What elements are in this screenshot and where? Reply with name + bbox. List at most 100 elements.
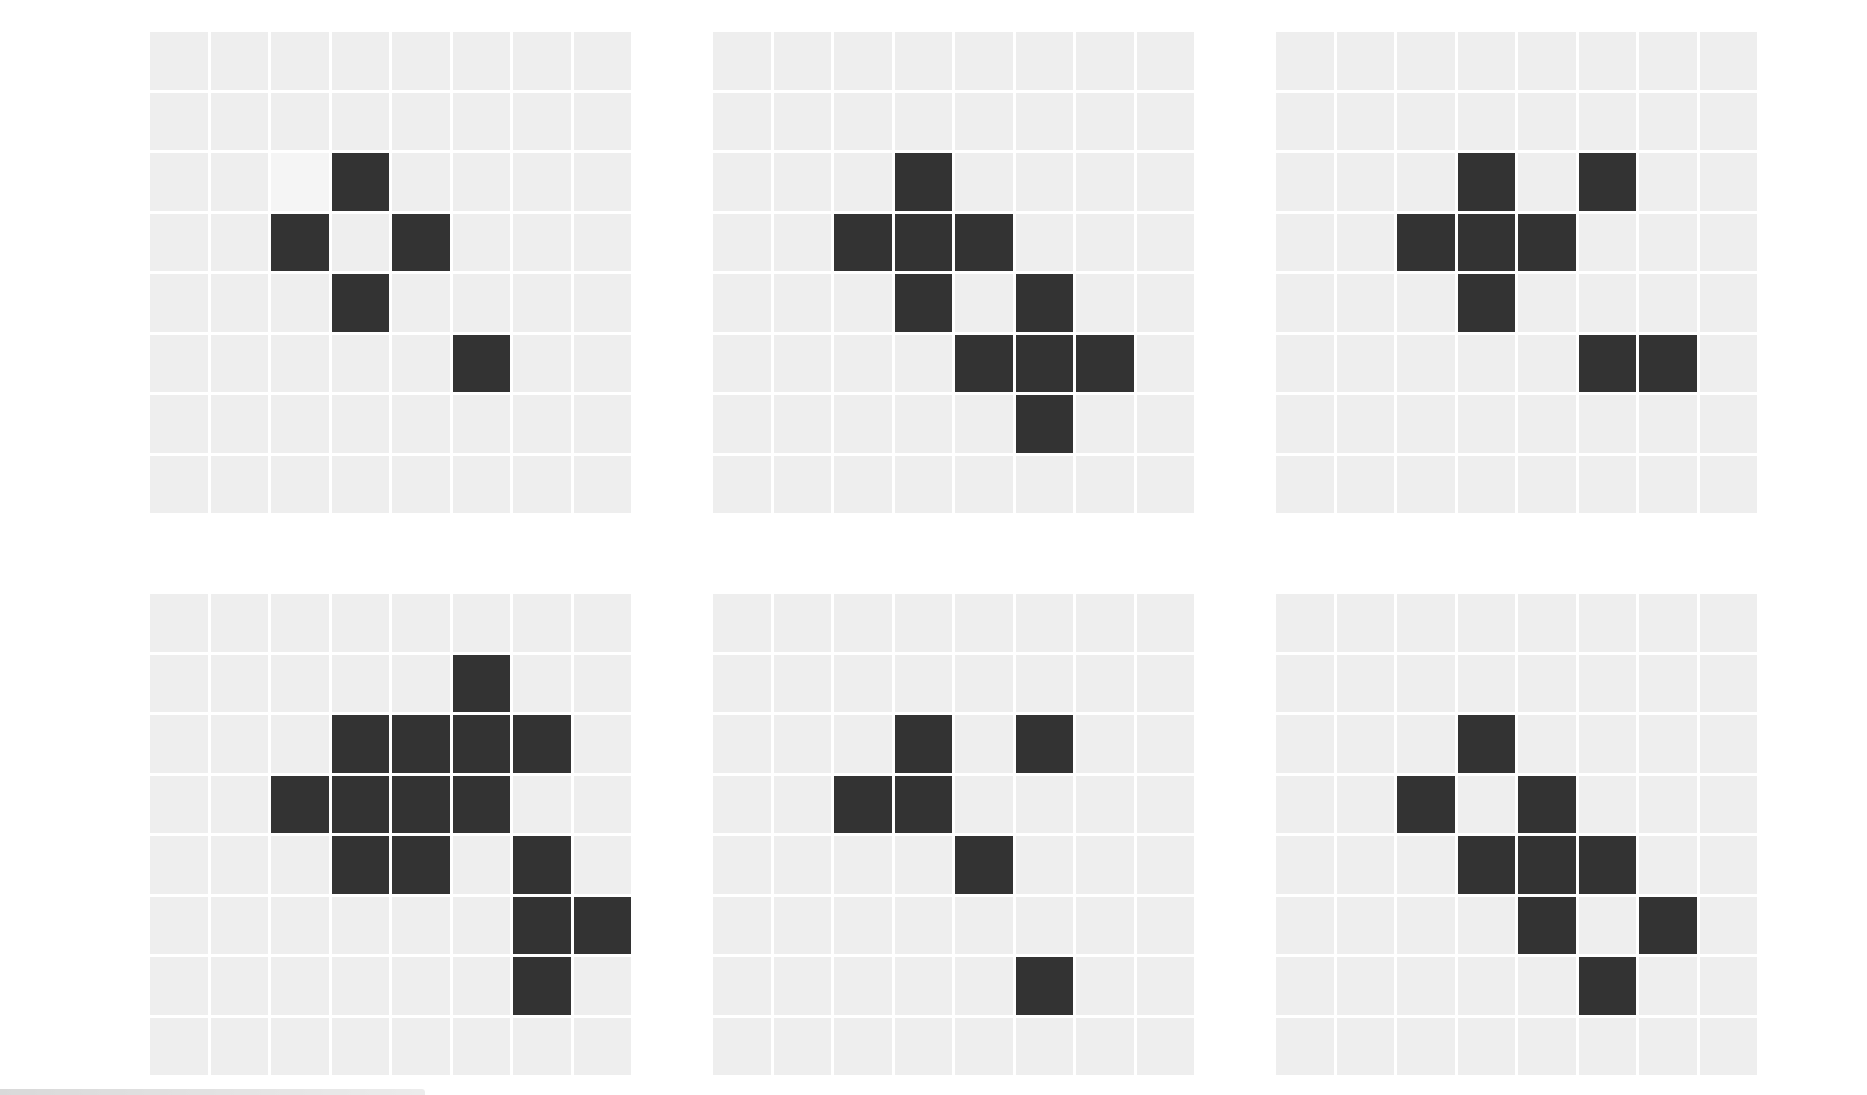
dead-cell[interactable] xyxy=(331,455,389,513)
alive-cell[interactable] xyxy=(331,153,389,211)
dead-cell[interactable] xyxy=(1336,775,1394,833)
alive-cell[interactable] xyxy=(1397,775,1455,833)
horizontal-scrollbar[interactable] xyxy=(0,1089,425,1095)
dead-cell[interactable] xyxy=(573,775,631,833)
dead-cell[interactable] xyxy=(513,153,571,211)
dead-cell[interactable] xyxy=(1336,395,1394,453)
alive-cell[interactable] xyxy=(513,957,571,1015)
dead-cell[interactable] xyxy=(573,455,631,513)
dead-cell[interactable] xyxy=(1699,594,1757,652)
alive-cell[interactable] xyxy=(452,334,510,392)
alive-cell[interactable] xyxy=(1015,334,1073,392)
dead-cell[interactable] xyxy=(773,153,831,211)
dead-cell[interactable] xyxy=(210,1017,268,1075)
alive-cell[interactable] xyxy=(894,775,952,833)
dead-cell[interactable] xyxy=(1578,455,1636,513)
dead-cell[interactable] xyxy=(1336,896,1394,954)
dead-cell[interactable] xyxy=(955,896,1013,954)
alive-cell[interactable] xyxy=(894,213,952,271)
dead-cell[interactable] xyxy=(955,92,1013,150)
dead-cell[interactable] xyxy=(1336,455,1394,513)
alive-cell[interactable] xyxy=(513,715,571,773)
dead-cell[interactable] xyxy=(1336,957,1394,1015)
alive-cell[interactable] xyxy=(573,896,631,954)
dead-cell[interactable] xyxy=(1699,957,1757,1015)
dead-cell[interactable] xyxy=(713,654,771,712)
dead-cell[interactable] xyxy=(1457,775,1515,833)
dead-cell[interactable] xyxy=(1015,1017,1073,1075)
alive-cell[interactable] xyxy=(271,775,329,833)
alive-cell[interactable] xyxy=(452,654,510,712)
dead-cell[interactable] xyxy=(1015,92,1073,150)
dead-cell[interactable] xyxy=(1457,594,1515,652)
dead-cell[interactable] xyxy=(573,594,631,652)
dead-cell[interactable] xyxy=(452,395,510,453)
dead-cell[interactable] xyxy=(1136,92,1194,150)
dead-cell[interactable] xyxy=(1276,654,1334,712)
dead-cell[interactable] xyxy=(271,32,329,90)
dead-cell[interactable] xyxy=(955,32,1013,90)
dead-cell[interactable] xyxy=(150,334,208,392)
dead-cell[interactable] xyxy=(1136,654,1194,712)
dead-cell[interactable] xyxy=(150,153,208,211)
dead-cell[interactable] xyxy=(1136,836,1194,894)
dead-cell[interactable] xyxy=(573,395,631,453)
dead-cell[interactable] xyxy=(1136,334,1194,392)
alive-cell[interactable] xyxy=(1397,213,1455,271)
dead-cell[interactable] xyxy=(894,395,952,453)
dead-cell[interactable] xyxy=(713,715,771,773)
dead-cell[interactable] xyxy=(392,896,450,954)
dead-cell[interactable] xyxy=(573,836,631,894)
dead-cell[interactable] xyxy=(834,153,892,211)
dead-cell[interactable] xyxy=(331,957,389,1015)
dead-cell[interactable] xyxy=(834,455,892,513)
dead-cell[interactable] xyxy=(1457,455,1515,513)
alive-cell[interactable] xyxy=(392,836,450,894)
dead-cell[interactable] xyxy=(1518,274,1576,332)
dead-cell[interactable] xyxy=(1699,775,1757,833)
dead-cell[interactable] xyxy=(1136,896,1194,954)
alive-cell[interactable] xyxy=(1578,957,1636,1015)
dead-cell[interactable] xyxy=(1076,455,1134,513)
dead-cell[interactable] xyxy=(1457,896,1515,954)
dead-cell[interactable] xyxy=(271,957,329,1015)
dead-cell[interactable] xyxy=(1076,153,1134,211)
dead-cell[interactable] xyxy=(1276,594,1334,652)
dead-cell[interactable] xyxy=(955,594,1013,652)
dead-cell[interactable] xyxy=(392,957,450,1015)
dead-cell[interactable] xyxy=(1397,836,1455,894)
dead-cell[interactable] xyxy=(210,455,268,513)
dead-cell[interactable] xyxy=(1076,32,1134,90)
dead-cell[interactable] xyxy=(1518,1017,1576,1075)
dead-cell[interactable] xyxy=(1336,1017,1394,1075)
dead-cell[interactable] xyxy=(271,1017,329,1075)
dead-cell[interactable] xyxy=(513,455,571,513)
dead-cell[interactable] xyxy=(1276,213,1334,271)
dead-cell[interactable] xyxy=(1136,274,1194,332)
dead-cell[interactable] xyxy=(1336,92,1394,150)
dead-cell[interactable] xyxy=(894,836,952,894)
dead-cell[interactable] xyxy=(713,92,771,150)
dead-cell[interactable] xyxy=(713,455,771,513)
dead-cell[interactable] xyxy=(834,715,892,773)
dead-cell[interactable] xyxy=(773,654,831,712)
dead-cell[interactable] xyxy=(392,654,450,712)
dead-cell[interactable] xyxy=(955,957,1013,1015)
dead-cell[interactable] xyxy=(1136,32,1194,90)
dead-cell[interactable] xyxy=(1076,213,1134,271)
dead-cell[interactable] xyxy=(392,92,450,150)
dead-cell[interactable] xyxy=(392,32,450,90)
dead-cell[interactable] xyxy=(271,455,329,513)
dead-cell[interactable] xyxy=(513,395,571,453)
alive-cell[interactable] xyxy=(1518,836,1576,894)
dead-cell[interactable] xyxy=(713,334,771,392)
dead-cell[interactable] xyxy=(271,594,329,652)
dead-cell[interactable] xyxy=(773,1017,831,1075)
dead-cell[interactable] xyxy=(1699,836,1757,894)
dead-cell[interactable] xyxy=(1276,957,1334,1015)
dead-cell[interactable] xyxy=(1136,455,1194,513)
dead-cell[interactable] xyxy=(452,274,510,332)
dead-cell[interactable] xyxy=(834,654,892,712)
dead-cell[interactable] xyxy=(834,32,892,90)
dead-cell[interactable] xyxy=(834,395,892,453)
